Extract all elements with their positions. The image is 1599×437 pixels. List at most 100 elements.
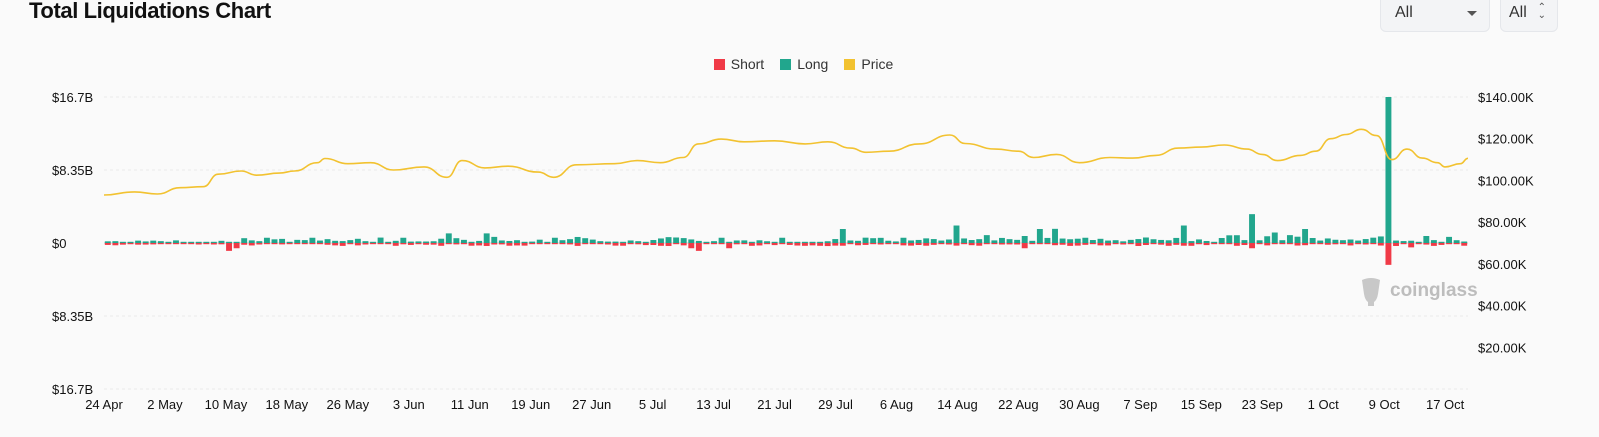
long-bar [718, 237, 725, 243]
short-bar [1135, 243, 1142, 246]
short-bar [1324, 243, 1331, 245]
long-bar [1393, 240, 1399, 243]
long-bar [983, 235, 990, 243]
short-bar [855, 243, 861, 246]
short-bar [1067, 243, 1074, 246]
long-bar [332, 240, 339, 243]
long-bar [430, 241, 437, 243]
x-tick-label: 21 Jul [757, 397, 792, 412]
short-bar [263, 243, 270, 245]
long-bar [824, 241, 831, 243]
short-bar [559, 243, 566, 245]
watermark-text: coinglass [1390, 280, 1478, 301]
long-bar [173, 240, 179, 243]
short-bar [415, 243, 422, 245]
updown-icon: ⌃ ⌄ [1537, 2, 1546, 21]
long-bar [877, 237, 884, 243]
short-bar [1302, 243, 1309, 246]
long-bar [317, 240, 323, 243]
short-bar [529, 243, 536, 245]
legend-item-short[interactable]: Short [713, 56, 764, 72]
long-bar [711, 241, 717, 243]
short-bar [370, 243, 376, 245]
long-bar [574, 236, 581, 243]
short-bar [248, 243, 255, 246]
long-bar [794, 241, 801, 243]
short-bar [1142, 243, 1149, 246]
long-bar [999, 237, 1005, 243]
long-bar [1233, 235, 1240, 243]
x-tick-label: 13 Jul [696, 397, 731, 412]
legend-swatch-long [780, 58, 792, 70]
short-bar [1173, 243, 1180, 245]
filter-select-2[interactable]: All ⌃ ⌄ [1500, 0, 1558, 32]
long-bar [832, 239, 839, 243]
x-tick-label: 18 May [266, 397, 309, 412]
short-bar [862, 243, 869, 245]
long-bar [1317, 240, 1324, 243]
short-bar [1127, 243, 1134, 245]
long-bar [415, 241, 422, 243]
long-bar [279, 238, 286, 243]
long-bar [968, 240, 975, 243]
x-tick-label: 5 Jul [639, 397, 667, 412]
long-bar [612, 241, 619, 243]
long-bar [756, 240, 763, 243]
long-bar [1135, 239, 1142, 243]
long-bar [506, 240, 513, 243]
legend-item-price[interactable]: Price [844, 56, 893, 72]
short-bar [1180, 243, 1187, 246]
long-bar [1423, 236, 1430, 243]
long-bar [1241, 240, 1248, 243]
long-bar [112, 241, 119, 243]
short-bar [1021, 243, 1028, 249]
short-bar [741, 243, 748, 245]
long-bar [862, 237, 869, 243]
long-bar [218, 240, 225, 243]
short-bar [991, 243, 998, 245]
short-bar [423, 243, 430, 245]
short-bar [832, 243, 839, 246]
long-bar [1279, 240, 1286, 243]
x-tick-label: 7 Sep [1123, 397, 1157, 412]
short-bar [1415, 243, 1422, 245]
short-bar [1317, 243, 1324, 245]
short-bar [817, 243, 824, 246]
long-bar [127, 241, 134, 243]
long-bar [892, 241, 899, 243]
legend-label-price: Price [861, 56, 894, 72]
short-bar [847, 243, 854, 245]
long-bar [453, 238, 460, 243]
x-tick-label: 27 Jun [572, 397, 611, 412]
short-bar [438, 243, 445, 246]
long-bar [324, 239, 331, 243]
short-bar [1430, 243, 1437, 246]
short-bar [908, 243, 914, 246]
short-bar [999, 243, 1005, 245]
y-right-tick-label: $20.00K [1478, 340, 1527, 355]
short-bar [1241, 243, 1248, 246]
long-bar [741, 240, 748, 243]
long-bar [1021, 236, 1028, 243]
short-bar [1120, 243, 1127, 245]
x-tick-label: 30 Aug [1059, 397, 1100, 412]
short-bar [764, 243, 771, 245]
short-bar [392, 243, 399, 246]
short-bar [279, 243, 286, 245]
long-bar [688, 239, 695, 243]
short-bar [286, 243, 293, 245]
short-bar [711, 243, 717, 245]
legend-item-long[interactable]: Long [780, 56, 828, 72]
filter-select-1[interactable]: All [1380, 0, 1490, 32]
y-right-tick-label: $100.00K [1478, 173, 1534, 188]
legend-swatch-price [844, 58, 856, 70]
long-bar [1408, 240, 1415, 243]
y-left-tick-label: $8.35B [52, 163, 93, 178]
short-bar [483, 243, 490, 246]
long-bar [1044, 237, 1051, 243]
long-bar [1112, 240, 1119, 243]
long-bar [604, 241, 611, 243]
long-bar [423, 241, 430, 243]
short-bar [294, 243, 301, 245]
